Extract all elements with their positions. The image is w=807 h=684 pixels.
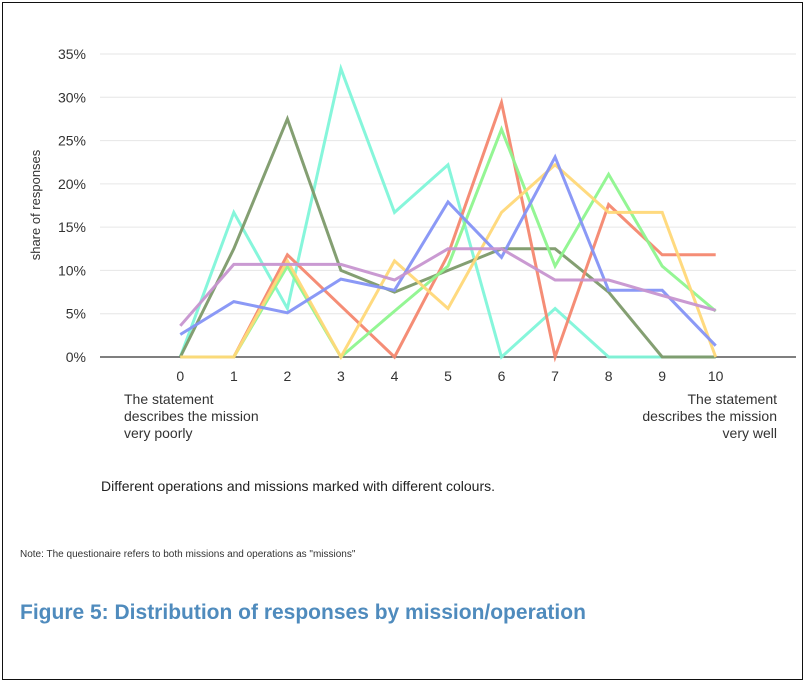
y-axis-label: share of responses: [28, 149, 43, 260]
y-tick-label: 25%: [58, 133, 86, 149]
x-tick-label: 6: [498, 368, 506, 384]
x-tick-label: 10: [708, 368, 724, 384]
x-tick-label: 4: [391, 368, 399, 384]
x-tick-label: 5: [444, 368, 452, 384]
y-tick-label: 5%: [66, 306, 86, 322]
annotation-high-line-2: describes the mission: [642, 408, 777, 424]
series-line-5: [180, 162, 718, 361]
x-tick-label: 3: [337, 368, 345, 384]
series-line-7: [179, 247, 717, 327]
x-tick-label: 7: [551, 368, 559, 384]
x-tick-label: 9: [658, 368, 666, 384]
annotation-low-end: The statement describes the mission very…: [124, 391, 259, 442]
footnote: Note: The questionaire refers to both mi…: [20, 549, 356, 560]
y-tick-label: 10%: [58, 262, 86, 278]
chart-series: [178, 63, 718, 363]
annotation-high-line-1: The statement: [687, 391, 778, 407]
annotation-high-end: The statement describes the mission very…: [642, 391, 777, 442]
x-tick-labels: 0 1 2 3 4 5 6 7 8 9 10: [176, 368, 723, 384]
y-tick-label: 15%: [58, 219, 86, 235]
y-tick-label: 35%: [58, 46, 86, 62]
series-line-3: [180, 96, 716, 363]
series-line-1: [178, 63, 716, 360]
chart-caption: Different operations and missions marked…: [101, 478, 496, 494]
line-chart: 0% 5% 10% 15% 20% 25% 30% 35% 0 1 2 3 4 5 6 7 8 9 10 shar…: [28, 46, 796, 384]
figure-title: Figure 5: Distribution of responses by m…: [20, 601, 586, 624]
y-tick-label: 20%: [58, 176, 86, 192]
series-line-6: [179, 153, 717, 347]
x-tick-label: 1: [230, 368, 238, 384]
annotation-high-line-3: very well: [722, 425, 777, 441]
annotation-low-line-3: very poorly: [124, 425, 193, 441]
y-tick-labels: 0% 5% 10% 15% 20% 25% 30% 35%: [58, 46, 86, 365]
y-tick-label: 0%: [66, 349, 86, 365]
annotation-low-line-2: describes the mission: [124, 408, 259, 424]
x-tick-label: 8: [605, 368, 613, 384]
annotation-low-line-1: The statement: [124, 391, 214, 407]
x-tick-label: 0: [176, 368, 184, 384]
chart-grid: [100, 53, 796, 315]
series-line-2: [178, 114, 716, 359]
y-tick-label: 30%: [58, 89, 86, 105]
x-tick-label: 2: [283, 368, 291, 384]
series-line-4: [180, 125, 717, 360]
